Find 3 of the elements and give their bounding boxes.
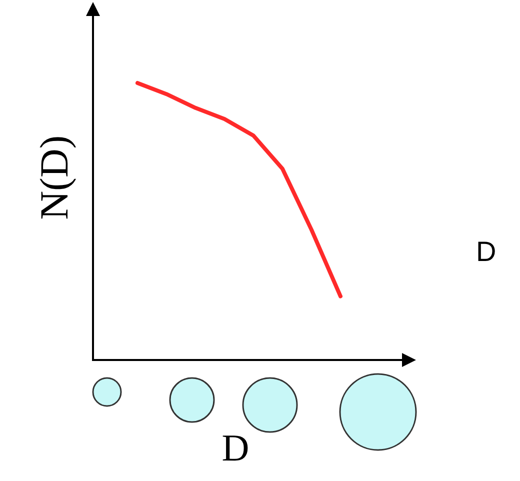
text: D: [476, 236, 496, 268]
y-axis-title: N(D): [32, 135, 76, 220]
x-axis-title: D: [222, 428, 250, 470]
